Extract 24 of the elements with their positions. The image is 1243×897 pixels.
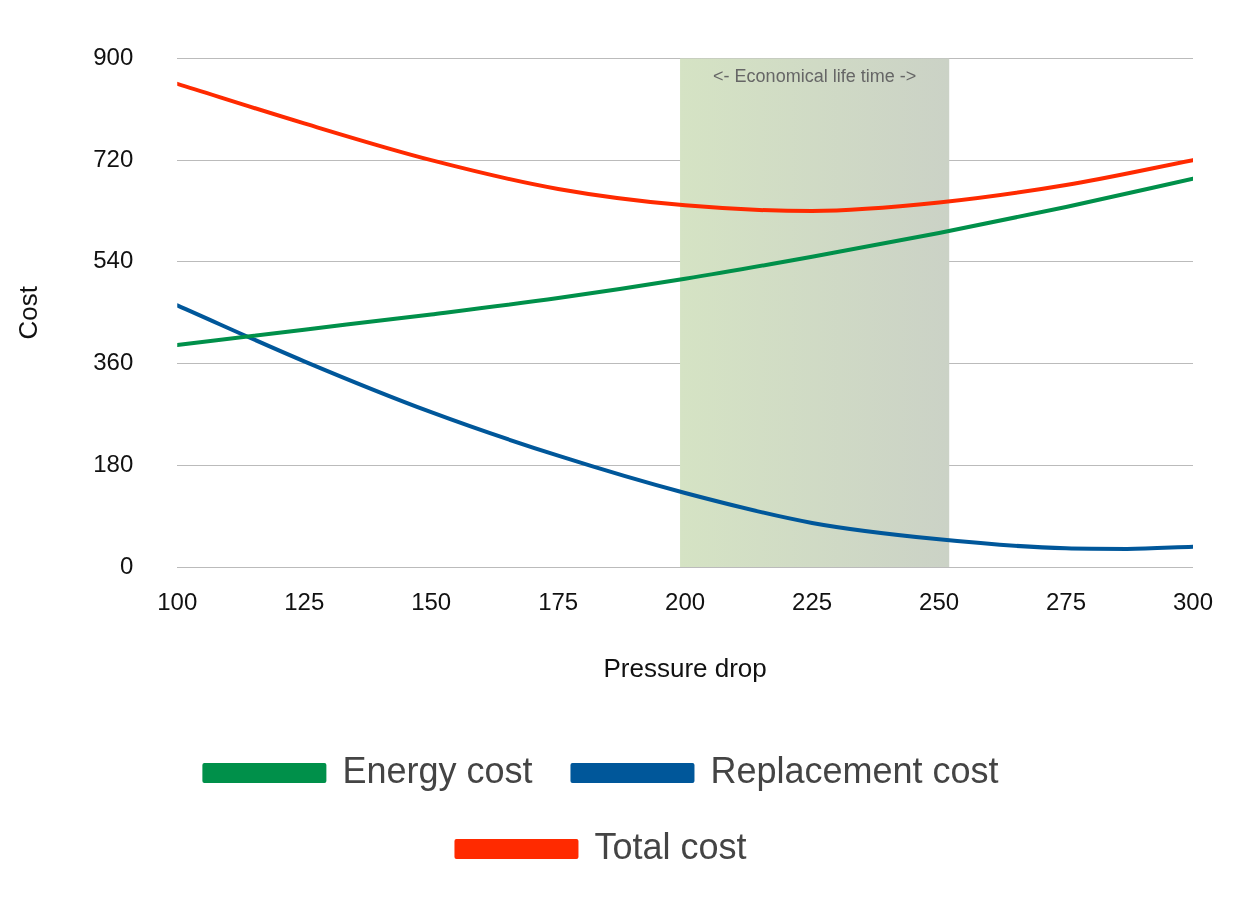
y-tick-label: 720 [93,144,134,172]
y-tick-label: 360 [93,348,134,376]
legend-label: Replacement cost [710,749,999,791]
x-axis-title: Pressure drop [603,652,767,683]
x-tick-label: 225 [792,588,833,616]
x-tick-label: 125 [284,588,325,616]
legend-label: Total cost [594,825,747,867]
x-tick-label: 200 [665,588,706,616]
y-tick-label: 0 [119,551,134,579]
x-tick-label: 175 [538,588,579,616]
x-tick-label: 150 [411,588,452,616]
x-tick-label: 300 [1172,588,1214,616]
line-series [177,176,1193,347]
y-tick-label: 180 [93,449,134,477]
x-tick-label: 275 [1046,588,1087,616]
x-tick-label: 250 [919,588,960,616]
band-label: <- Economical life time -> [713,66,917,87]
line-series [177,303,1193,551]
legend-label: Energy cost [342,749,533,791]
line-series [177,81,1193,213]
y-axis-title: Cost [12,285,43,340]
y-tick-label: 540 [93,246,134,274]
y-tick-label: 900 [93,43,134,71]
x-tick-label: 100 [157,588,198,616]
